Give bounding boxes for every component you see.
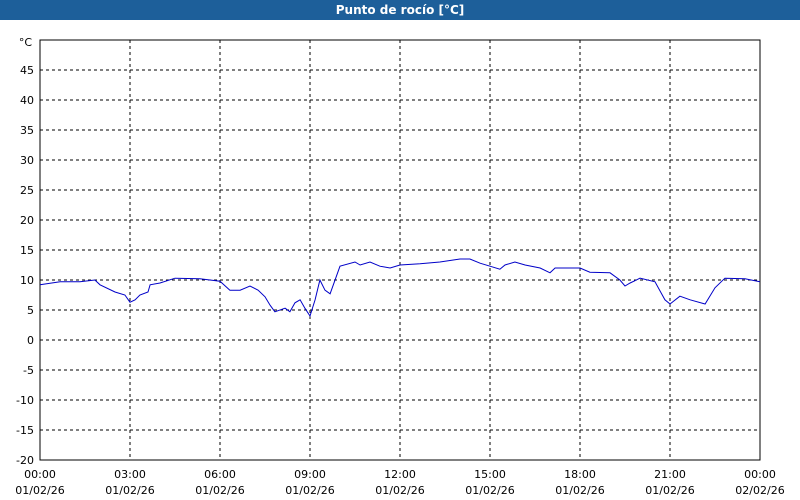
y-tick-label: 15 bbox=[20, 244, 34, 257]
y-tick-label: -5 bbox=[23, 364, 34, 377]
x-tick-date: 01/02/26 bbox=[15, 484, 64, 497]
x-tick-label: 21:00 bbox=[654, 468, 686, 481]
y-tick-label: -15 bbox=[16, 424, 34, 437]
y-unit: °C bbox=[19, 36, 33, 49]
y-tick-label: 35 bbox=[20, 124, 34, 137]
y-tick-label: 0 bbox=[27, 334, 34, 347]
x-tick-date: 01/02/26 bbox=[555, 484, 604, 497]
x-tick-label: 00:00 bbox=[24, 468, 56, 481]
y-tick-label: 5 bbox=[27, 304, 34, 317]
chart: °C -20 -15 -10 -5 0 5 10 15 20 25 30 35 40 45 00:00 01/… bbox=[15, 36, 784, 497]
x-tick-date: 01/02/26 bbox=[645, 484, 694, 497]
y-tick-label: 10 bbox=[20, 274, 34, 287]
x-tick-label: 09:00 bbox=[294, 468, 326, 481]
x-tick-date: 01/02/26 bbox=[285, 484, 334, 497]
x-tick-date: 02/02/26 bbox=[735, 484, 784, 497]
y-tick-label: 30 bbox=[20, 154, 34, 167]
x-tick-label: 03:00 bbox=[114, 468, 146, 481]
title-bar: Punto de rocío [°C] bbox=[0, 0, 800, 20]
x-tick-label: 12:00 bbox=[384, 468, 416, 481]
y-tick-label: -10 bbox=[16, 394, 34, 407]
y-tick-label: 20 bbox=[20, 214, 34, 227]
y-tick-label: -20 bbox=[16, 454, 34, 467]
x-tick-label: 18:00 bbox=[564, 468, 596, 481]
y-tick-label: 25 bbox=[20, 184, 34, 197]
x-tick-date: 01/02/26 bbox=[375, 484, 424, 497]
x-tick-date: 01/02/26 bbox=[195, 484, 244, 497]
y-tick-label: 40 bbox=[20, 94, 34, 107]
x-tick-label: 00:00 bbox=[744, 468, 776, 481]
x-tick-date: 01/02/26 bbox=[105, 484, 154, 497]
y-tick-label: 45 bbox=[20, 64, 34, 77]
x-tick-label: 06:00 bbox=[204, 468, 236, 481]
data-line bbox=[39, 258, 761, 318]
x-tick-date: 01/02/26 bbox=[465, 484, 514, 497]
x-tick-label: 15:00 bbox=[474, 468, 506, 481]
